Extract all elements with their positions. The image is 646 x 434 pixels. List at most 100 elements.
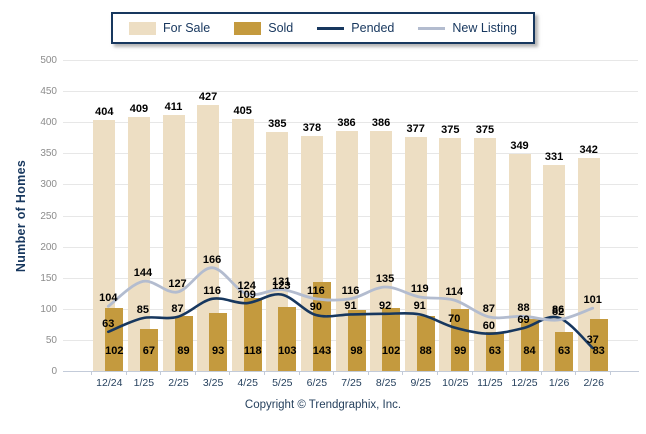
legend-item-pended: Pended [317, 21, 394, 35]
x-axis-tick [91, 372, 92, 375]
x-axis-tick [575, 372, 577, 375]
label-new-listing-6-25: 116 [307, 284, 325, 297]
label-sold-12-25: 84 [523, 345, 536, 357]
label-pended-12-25: 69 [517, 314, 530, 327]
label-sold-7-25: 98 [350, 345, 363, 357]
legend-line-new-listing-icon [418, 26, 446, 30]
legend-label-new-listing: New Listing [452, 21, 518, 35]
x-tick-label-9-25: 9/25 [410, 377, 431, 389]
x-axis-tick [437, 372, 438, 375]
label-new-listing-12-24: 104 [99, 292, 118, 305]
label-sold-2-25: 89 [177, 345, 190, 357]
y-tick-label: 450 [40, 86, 57, 98]
legend-line-pended-icon [317, 26, 345, 30]
chart-legend: For Sale Sold Pended New Listing [110, 12, 536, 44]
legend-item-sold: Sold [234, 21, 293, 35]
legend-label-for-sale: For Sale [162, 21, 211, 35]
label-sold-1-25: 67 [142, 345, 156, 357]
y-tick-label: 400 [40, 117, 57, 129]
label-sold-5-25: 103 [278, 345, 297, 357]
y-tick-label: 100 [40, 303, 57, 315]
label-sold-1-26: 63 [557, 345, 571, 357]
label-pended-6-25: 90 [309, 301, 323, 314]
label-new-listing-9-25: 119 [410, 282, 429, 295]
label-new-listing-2-25: 127 [168, 278, 187, 290]
label-new-listing-10-25: 114 [445, 286, 464, 299]
label-sold-11-25: 63 [488, 345, 502, 357]
x-tick-label-2-25: 2/25 [168, 377, 189, 389]
y-tick-label: 500 [40, 55, 57, 66]
x-tick-label-8-25: 8/25 [375, 377, 397, 389]
y-tick-label: 250 [40, 210, 57, 222]
label-for-sale-3-25: 427 [198, 91, 218, 104]
x-axis-tick [125, 372, 127, 375]
label-new-listing-11-25: 87 [482, 302, 496, 315]
x-axis-tick [229, 372, 231, 375]
y-tick-label: 50 [45, 334, 57, 346]
x-axis-tick [506, 372, 508, 375]
bar-sold-2-26 [589, 319, 608, 371]
legend-swatch-for-sale-icon [128, 21, 156, 35]
bar-sold-8-25 [382, 307, 401, 371]
bar-sold-3-25 [209, 313, 228, 371]
x-tick-label-4-25: 4/25 [237, 377, 258, 389]
label-sold-4-25: 118 [243, 345, 262, 357]
label-for-sale-6-25: 378 [302, 121, 322, 134]
gridline-450 [63, 91, 638, 93]
label-sold-3-25: 93 [211, 345, 225, 357]
label-sold-10-25: 99 [454, 345, 467, 357]
label-new-listing-4-25: 124 [237, 279, 256, 292]
x-axis-tick [610, 372, 611, 375]
x-axis-line [63, 371, 639, 372]
x-axis-tick [367, 372, 369, 375]
bar-sold-5-25 [278, 306, 297, 371]
x-tick-label-11-25: 11/25 [477, 377, 503, 389]
legend-item-for-sale: For Sale [128, 21, 211, 35]
label-new-listing-8-25: 135 [375, 273, 395, 286]
label-pended-3-25: 116 [203, 284, 221, 297]
x-tick-label-5-25: 5/25 [272, 377, 293, 389]
y-tick-label: 150 [40, 272, 57, 284]
label-sold-9-25: 88 [419, 345, 432, 357]
label-for-sale-1-26: 331 [544, 151, 564, 164]
label-for-sale-10-25: 375 [441, 123, 460, 136]
label-pended-7-25: 91 [344, 300, 357, 313]
label-for-sale-5-25: 385 [268, 117, 287, 130]
label-pended-2-26: 37 [586, 333, 599, 346]
label-new-listing-3-25: 166 [202, 253, 222, 266]
label-sold-6-25: 143 [312, 345, 332, 357]
bar-sold-9-25 [416, 316, 435, 371]
x-axis-tick [540, 372, 542, 375]
x-axis-tick [471, 372, 473, 375]
legend-item-new-listing: New Listing [418, 21, 517, 35]
x-tick-label-10-25: 10/25 [442, 377, 469, 389]
bar-sold-7-25 [347, 310, 366, 371]
label-for-sale-2-26: 342 [579, 144, 598, 157]
label-for-sale-9-25: 377 [406, 122, 425, 135]
x-tick-label-3-25: 3/25 [202, 377, 224, 389]
x-axis-tick [194, 372, 196, 375]
label-for-sale-2-25: 411 [164, 101, 183, 114]
gridline-500 [63, 60, 638, 61]
x-tick-label-7-25: 7/25 [341, 377, 362, 389]
bar-sold-2-25 [174, 315, 193, 371]
y-tick-label: 300 [40, 179, 57, 191]
x-tick-label-1-25: 1/25 [133, 377, 155, 389]
label-sold-2-26: 83 [592, 345, 605, 357]
x-tick-label-12-25: 12/25 [511, 377, 538, 389]
x-axis-tick [264, 372, 265, 375]
copyright-text: Copyright © Trendgraphix, Inc. [244, 399, 402, 411]
x-tick-label-1-26: 1/26 [548, 377, 570, 389]
legend-label-pended: Pended [351, 21, 395, 35]
y-tick-label: 0 [51, 366, 57, 377]
label-new-listing-2-26: 101 [583, 294, 602, 307]
label-new-listing-12-25: 88 [517, 302, 530, 315]
gridline-400 [63, 122, 638, 124]
y-tick-label: 350 [40, 148, 57, 160]
label-sold-8-25: 102 [381, 345, 401, 357]
label-sold-12-24: 102 [105, 345, 124, 357]
legend-swatch-sold-icon [234, 21, 262, 35]
label-for-sale-12-25: 349 [510, 139, 529, 152]
bar-sold-4-25 [243, 297, 262, 371]
